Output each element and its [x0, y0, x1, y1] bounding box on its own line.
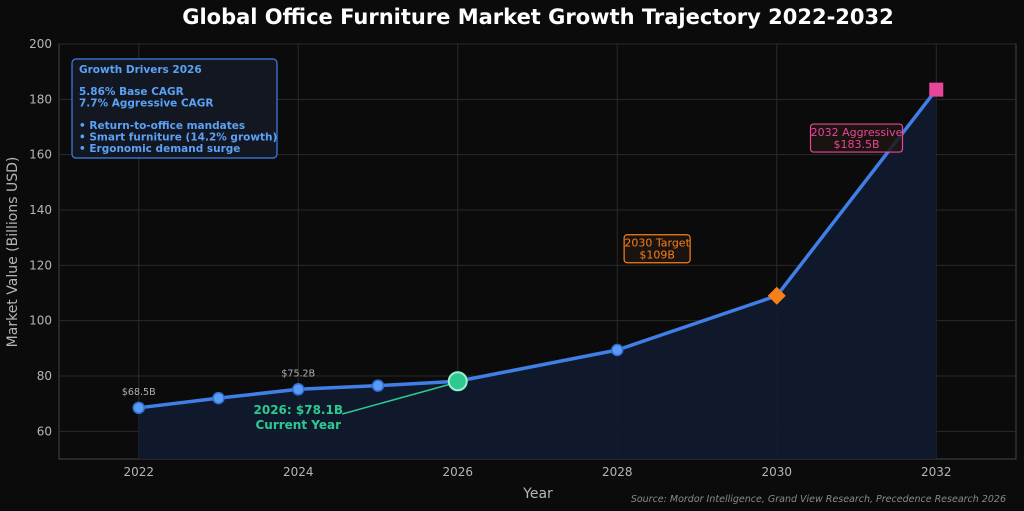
drivers-bullet: • Ergonomic demand surge — [79, 143, 240, 155]
aggressive-annotation-line1: 2032 Aggressive — [811, 126, 903, 139]
series-line — [138, 88, 938, 410]
drivers-bullet: • Return-to-office mandates — [79, 120, 245, 132]
area-fill — [138, 89, 937, 460]
data-point — [132, 401, 145, 415]
y-tick-label: 200 — [29, 37, 52, 51]
y-tick-label: 60 — [37, 424, 52, 438]
drivers-line: 5.86% Base CAGR — [79, 86, 184, 98]
x-tick-label: 2032 — [921, 465, 952, 479]
current-year-label: 2026: $78.1B — [254, 403, 343, 417]
highlight-point-current — [447, 371, 468, 392]
y-axis-title: Market Value (Billions USD) — [5, 157, 21, 348]
drivers-line: 7.7% Aggressive CAGR — [79, 98, 214, 110]
highlight-point-target — [767, 286, 786, 305]
data-point — [611, 343, 624, 357]
y-tick-label: 140 — [29, 203, 52, 217]
data-point — [212, 391, 225, 405]
x-axis-title: Year — [522, 486, 553, 502]
target-annotation-box — [623, 234, 691, 264]
y-tick-label: 160 — [29, 148, 52, 162]
x-tick-label: 2022 — [123, 465, 154, 479]
highlight-point-aggressive — [929, 82, 944, 97]
y-tick-label: 120 — [29, 258, 52, 272]
drivers-title: Growth Drivers 2026 — [79, 64, 202, 76]
x-tick-label: 2030 — [761, 465, 792, 479]
source-note: Source: Mordor Intelligence, Grand View … — [631, 494, 1006, 505]
y-tick-label: 180 — [29, 92, 52, 106]
data-label: $75.2B — [281, 368, 315, 379]
aggressive-annotation-line2: $183.5B — [833, 138, 879, 151]
plot-area: 2022 2024 2026 2028 2030 2032 60 80 100 120 140 160… — [29, 37, 1017, 479]
target-annotation-line2: $109B — [639, 249, 675, 262]
drivers-bullet: • Smart furniture (14.2% growth) — [79, 132, 277, 144]
data-point — [371, 379, 385, 392]
x-tick-label: 2024 — [283, 465, 314, 479]
y-tick-label: 80 — [37, 369, 52, 383]
x-tick-label: 2028 — [602, 465, 633, 479]
aggressive-annotation-box — [809, 123, 904, 153]
data-label: $68.5B — [122, 387, 156, 398]
data-point — [292, 383, 305, 396]
chart-title: Global Office Furniture Market Growth Tr… — [182, 5, 894, 29]
current-year-arrow — [342, 382, 454, 415]
x-tick-label: 2026 — [442, 465, 473, 479]
drivers-box — [71, 58, 278, 159]
target-annotation-line1: 2030 Target — [624, 237, 690, 250]
current-year-sublabel: Current Year — [255, 418, 341, 432]
y-tick-label: 100 — [29, 314, 52, 328]
